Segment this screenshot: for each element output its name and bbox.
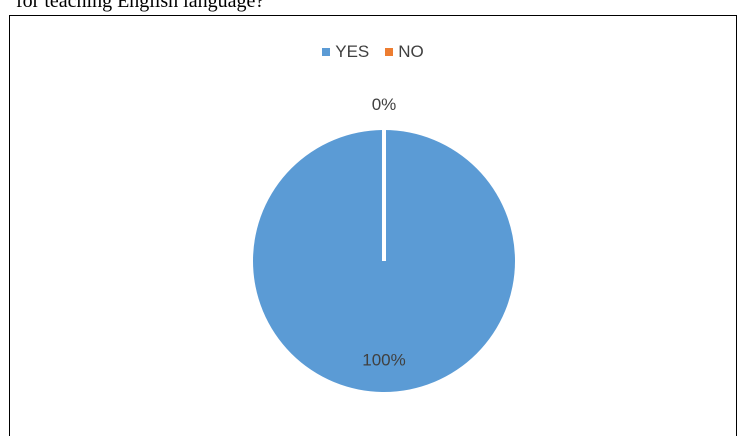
legend-label-no: NO: [398, 42, 424, 61]
data-label-yes: 100%: [362, 350, 405, 369]
legend-label-yes: YES: [335, 42, 370, 61]
pie-chart: 100% 0%: [253, 95, 515, 392]
legend-item-yes: YES: [322, 42, 369, 62]
legend-swatch-yes: [322, 48, 331, 56]
question-text-fragment: for teaching English language?: [16, 0, 265, 12]
legend-swatch-no: [385, 48, 394, 56]
chart-legend: YES NO: [10, 42, 736, 62]
data-label-no: 0%: [372, 95, 397, 114]
pie-chart-frame: YES NO 100% 0%: [9, 15, 737, 436]
legend-item-no: NO: [385, 42, 424, 62]
